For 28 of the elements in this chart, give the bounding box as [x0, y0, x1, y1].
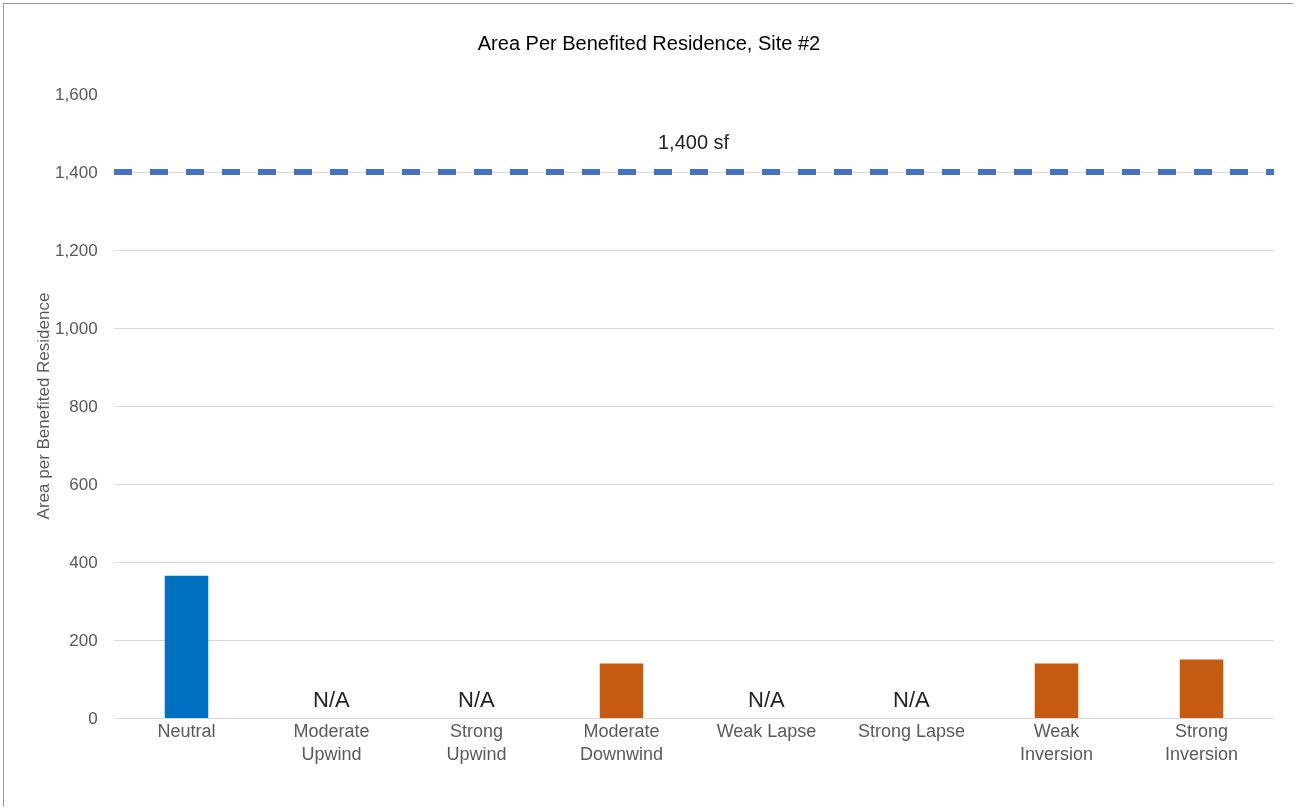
x-tick-label: Neutral	[157, 721, 216, 741]
x-tick-label: Weak Inversion	[1019, 721, 1094, 765]
text: N/A	[458, 687, 495, 712]
bar	[1034, 663, 1079, 718]
x-tick-label: Strong Upwind	[446, 721, 507, 765]
x-tick-label: Moderate Upwind	[293, 721, 370, 765]
bar	[599, 663, 644, 718]
text: N/A	[893, 687, 930, 712]
ref-line-label: 1,400 sf	[658, 131, 730, 153]
x-tick-label: Strong Lapse	[857, 721, 966, 741]
y-axis-title: Area per Benefited Residence	[34, 292, 54, 520]
y-tick-label: 600	[69, 474, 98, 494]
chart-title: Area Per Benefited Residence, Site #2	[477, 32, 821, 55]
text: N/A	[748, 687, 785, 712]
y-tick-label: 1,600	[55, 84, 98, 104]
text: N/A	[313, 687, 350, 712]
y-tick-label: 1,400	[55, 162, 98, 182]
x-tick-label: Moderate Downwind	[579, 721, 664, 765]
y-tick-label: 800	[69, 396, 98, 416]
y-tick-label: 1,000	[55, 318, 98, 338]
y-tick-label: 1,200	[55, 240, 98, 260]
x-tick-label: Strong Inversion	[1164, 721, 1239, 765]
y-tick-label: 400	[69, 552, 98, 572]
bar	[1179, 659, 1224, 718]
y-tick-label: 200	[69, 630, 98, 650]
y-tick-label: 0	[88, 708, 98, 728]
x-tick-label: Weak Lapse	[716, 721, 817, 741]
bar	[164, 575, 209, 718]
